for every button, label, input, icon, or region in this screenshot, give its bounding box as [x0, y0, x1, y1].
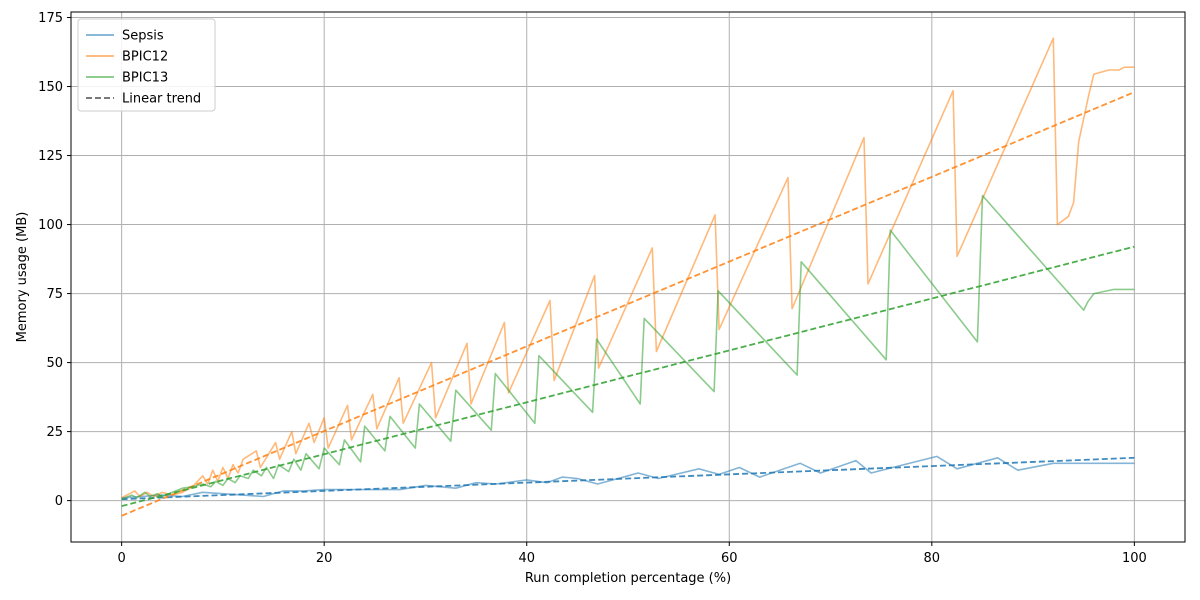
series-line-linear-trend-bpic12 [121, 91, 1135, 517]
legend-label: BPIC12 [122, 50, 168, 65]
series-line-bpic13 [121, 194, 1135, 500]
y-tick-label: 0 [55, 494, 63, 509]
legend: Sepsis BPIC12 BPIC13 Linear trend [77, 18, 216, 112]
plot-area [71, 12, 1185, 542]
series-line-linear-trend-bpic13 [121, 245, 1135, 507]
x-axis-ticks: 0 20 40 60 80 100 [117, 542, 1147, 566]
x-tick-label: 80 [924, 551, 941, 566]
series-line-linear-trend-sepsis [121, 456, 1135, 501]
y-axis-ticks: 0 25 50 75 100 125 150 175 [38, 11, 71, 509]
x-tick-label: 40 [518, 551, 535, 566]
y-axis-label: Memory usage (MB) [15, 212, 30, 343]
legend-label: BPIC13 [122, 71, 168, 86]
x-tick-label: 60 [721, 551, 738, 566]
x-axis-label: Run completion percentage (%) [525, 571, 731, 586]
legend-box [77, 18, 216, 112]
y-tick-label: 50 [46, 356, 63, 371]
x-tick-label: 20 [316, 551, 333, 566]
series-line-sepsis [121, 455, 1135, 499]
y-tick-label: 175 [38, 11, 63, 26]
legend-label: Sepsis [122, 29, 164, 44]
series-line-bpic12 [121, 37, 1135, 499]
plot-frame [70, 11, 1186, 543]
series-layer [121, 37, 1135, 517]
grid-lines [71, 12, 1185, 542]
x-tick-label: 0 [117, 551, 125, 566]
y-tick-label: 75 [46, 287, 63, 302]
legend-label: Linear trend [122, 92, 201, 107]
y-tick-label: 150 [38, 80, 63, 95]
x-tick-label: 100 [1122, 551, 1147, 566]
y-tick-label: 25 [46, 425, 63, 440]
y-tick-label: 125 [38, 149, 63, 164]
y-tick-label: 100 [38, 218, 63, 233]
